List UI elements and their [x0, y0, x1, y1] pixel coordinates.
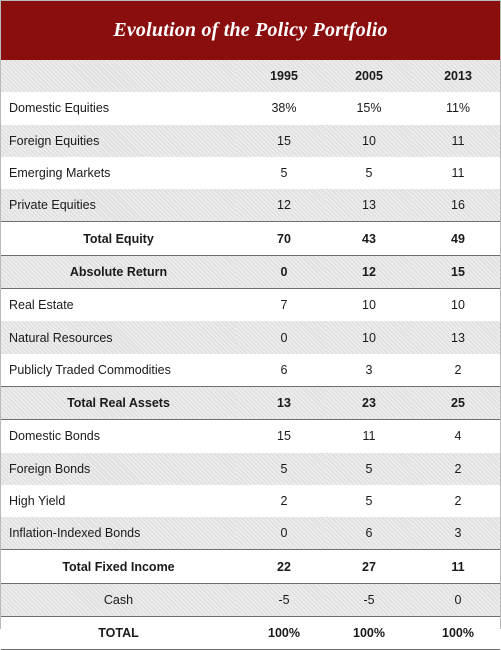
row-cash: Cash -5 -5 0	[1, 583, 500, 617]
cell-2005: 6	[326, 517, 412, 550]
cell-2005: 15%	[326, 92, 412, 125]
title-banner: Evolution of the Policy Portfolio	[1, 1, 500, 60]
row-label: Private Equities	[1, 189, 236, 222]
cell-1995: 12	[236, 189, 326, 222]
table-title: Evolution of the Policy Portfolio	[113, 19, 388, 41]
cell-1995: 7	[236, 288, 326, 322]
cell-2005: 27	[326, 549, 412, 584]
cell-2013: 4	[412, 419, 500, 453]
row-label: Cash	[1, 583, 236, 617]
cell-1995: 6	[236, 353, 326, 387]
cell-2013: 2	[412, 353, 500, 387]
cell-2005: 10	[326, 288, 412, 322]
column-header-2013: 2013	[412, 60, 500, 93]
cell-1995: -5	[236, 583, 326, 617]
row-total-equity: Total Equity 70 43 49	[1, 221, 500, 256]
cell-2005: 5	[326, 156, 412, 190]
column-header-2005: 2005	[326, 60, 412, 93]
row-label: Foreign Equities	[1, 124, 236, 157]
row-emerging-markets: Emerging Markets 5 5 11	[1, 156, 500, 190]
cell-2013: 15	[412, 254, 500, 290]
cell-2005: 5	[326, 484, 412, 518]
row-label: TOTAL	[1, 616, 236, 650]
row-high-yield: High Yield 2 5 2	[1, 484, 500, 518]
cell-2005: 5	[326, 452, 412, 485]
row-label: Total Real Assets	[1, 385, 236, 421]
header-label-cell	[1, 60, 236, 93]
cell-2013: 11	[412, 124, 500, 157]
cell-1995: 70	[236, 221, 326, 256]
row-absolute-return: Absolute Return 0 12 15	[1, 254, 500, 290]
cell-2013: 3	[412, 517, 500, 550]
cell-1995: 13	[236, 385, 326, 421]
row-label: Emerging Markets	[1, 156, 236, 190]
cell-1995: 38%	[236, 92, 326, 125]
cell-2005: 12	[326, 254, 412, 290]
row-foreign-equities: Foreign Equities 15 10 11	[1, 124, 500, 157]
cell-2005: 11	[326, 419, 412, 453]
cell-2005: 10	[326, 321, 412, 354]
cell-2013: 11	[412, 156, 500, 190]
row-label: Real Estate	[1, 288, 236, 322]
cell-1995: 15	[236, 124, 326, 157]
cell-2005: 10	[326, 124, 412, 157]
cell-1995: 0	[236, 517, 326, 550]
row-total-real-assets: Total Real Assets 13 23 25	[1, 385, 500, 421]
cell-2005: 3	[326, 353, 412, 387]
row-grand-total: TOTAL 100% 100% 100%	[1, 616, 500, 650]
cell-1995: 0	[236, 321, 326, 354]
row-label: Absolute Return	[1, 254, 236, 290]
cell-2013: 25	[412, 385, 500, 421]
cell-2005: -5	[326, 583, 412, 617]
cell-2013: 13	[412, 321, 500, 354]
column-header-1995: 1995	[236, 60, 326, 93]
cell-2013: 2	[412, 484, 500, 518]
row-label: Natural Resources	[1, 321, 236, 354]
row-natural-resources: Natural Resources 0 10 13	[1, 321, 500, 354]
row-label: Foreign Bonds	[1, 452, 236, 485]
cell-1995: 5	[236, 452, 326, 485]
cell-2013: 11	[412, 549, 500, 584]
cell-2013: 11%	[412, 92, 500, 125]
cell-1995: 100%	[236, 616, 326, 650]
row-label: High Yield	[1, 484, 236, 518]
cell-2005: 13	[326, 189, 412, 222]
row-label: Publicly Traded Commodities	[1, 353, 236, 387]
row-label: Domestic Bonds	[1, 419, 236, 453]
cell-1995: 0	[236, 254, 326, 290]
cell-1995: 5	[236, 156, 326, 190]
row-total-fixed-income: Total Fixed Income 22 27 11	[1, 549, 500, 584]
cell-1995: 2	[236, 484, 326, 518]
cell-2005: 23	[326, 385, 412, 421]
row-label: Total Fixed Income	[1, 549, 236, 584]
row-domestic-bonds: Domestic Bonds 15 11 4	[1, 419, 500, 453]
cell-2013: 16	[412, 189, 500, 222]
cell-1995: 22	[236, 549, 326, 584]
policy-portfolio-table: 1995 2005 2013 Domestic Equities 38% 15%…	[1, 60, 500, 650]
row-real-estate: Real Estate 7 10 10	[1, 288, 500, 322]
row-foreign-bonds: Foreign Bonds 5 5 2	[1, 452, 500, 485]
cell-2013: 49	[412, 221, 500, 256]
cell-2013: 100%	[412, 616, 500, 650]
row-label: Total Equity	[1, 221, 236, 256]
row-domestic-equities: Domestic Equities 38% 15% 11%	[1, 92, 500, 125]
cell-2013: 2	[412, 452, 500, 485]
row-private-equities: Private Equities 12 13 16	[1, 189, 500, 222]
header-row: 1995 2005 2013	[1, 60, 500, 93]
cell-2013: 0	[412, 583, 500, 617]
cell-2013: 10	[412, 288, 500, 322]
cell-1995: 15	[236, 419, 326, 453]
row-label: Inflation-Indexed Bonds	[1, 517, 236, 550]
row-label: Domestic Equities	[1, 92, 236, 125]
cell-2005: 100%	[326, 616, 412, 650]
cell-2005: 43	[326, 221, 412, 256]
row-inflation-indexed-bonds: Inflation-Indexed Bonds 0 6 3	[1, 517, 500, 550]
row-publicly-traded-commodities: Publicly Traded Commodities 6 3 2	[1, 353, 500, 387]
